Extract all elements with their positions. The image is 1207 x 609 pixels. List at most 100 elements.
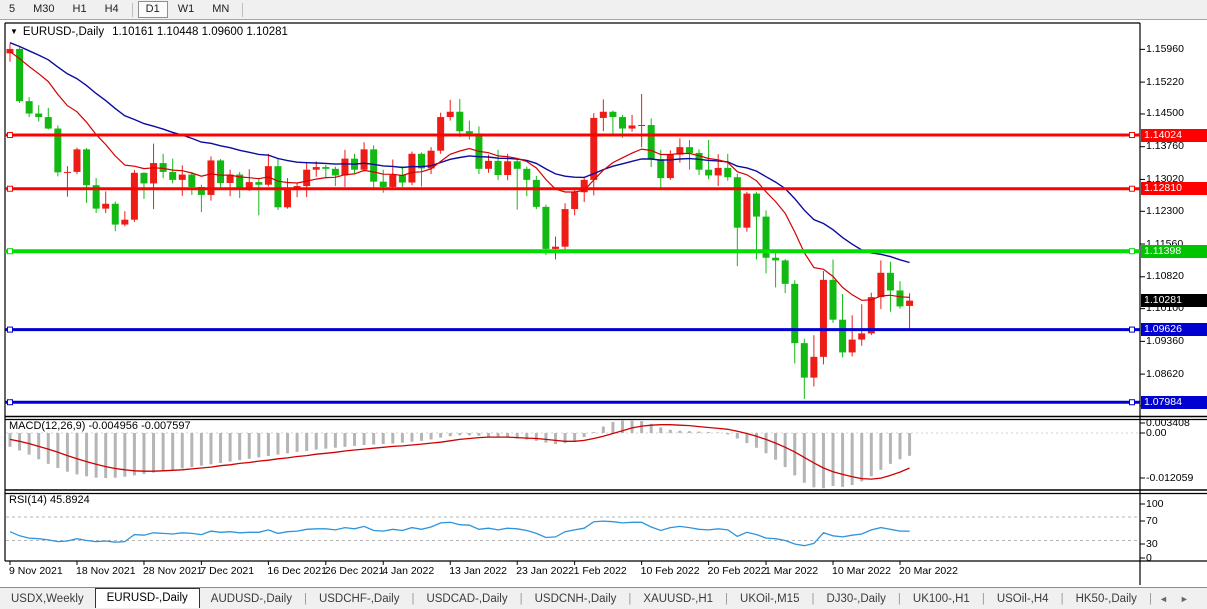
candle-body xyxy=(571,192,579,210)
rsi-line xyxy=(9,520,910,547)
candle-body xyxy=(236,174,244,188)
candle-body xyxy=(657,159,665,179)
chart-tab-usdchf-daily[interactable]: USDCHF-,Daily xyxy=(318,593,400,605)
candle-body xyxy=(762,216,770,258)
candle-body xyxy=(169,171,177,180)
chart-title: ▼ EURUSD-,Daily 1.10161 1.10448 1.09600 1.… xyxy=(10,26,288,38)
price-level-badge: 1.09626 xyxy=(1141,323,1207,337)
candle-body xyxy=(599,111,607,118)
candle-body xyxy=(274,166,282,208)
candle-body xyxy=(542,206,550,249)
candle-body xyxy=(886,272,894,291)
candle-body xyxy=(130,172,138,220)
candle-body xyxy=(44,117,52,129)
candle-body xyxy=(341,158,349,176)
candle-body xyxy=(35,113,43,118)
timeframe-button-5[interactable]: 5 xyxy=(9,3,16,15)
chart-tab-xauusd-h1[interactable]: XAUUSD-,H1 xyxy=(643,593,714,605)
candle-body xyxy=(25,101,33,114)
hline-handle[interactable] xyxy=(1129,185,1135,192)
candle-body xyxy=(331,168,339,176)
candle-body xyxy=(121,219,129,225)
scroll-right-arrow-icon[interactable]: ► xyxy=(1179,594,1189,604)
timeframe-button-mn[interactable]: MN xyxy=(212,3,230,15)
chart-tab-eurusd-daily[interactable]: EURUSD-,Daily xyxy=(94,588,200,608)
hline-handle[interactable] xyxy=(1129,399,1135,406)
date-tick-label: 23 Jan 2022 xyxy=(516,565,575,577)
candle-body xyxy=(705,169,713,176)
candle-body xyxy=(255,182,263,185)
rsi-axis-label: 30 xyxy=(1146,537,1158,550)
candle-body xyxy=(724,167,732,178)
candle-body xyxy=(609,111,617,118)
date-tick-label: 13 Jan 2022 xyxy=(449,565,508,577)
timeframe-button-h1[interactable]: H1 xyxy=(72,3,87,15)
tab-separator: | xyxy=(981,593,985,605)
candle-body xyxy=(628,125,636,129)
candle-body xyxy=(111,203,119,225)
timeframe-button-m30[interactable]: M30 xyxy=(33,3,55,15)
candle-body xyxy=(16,48,24,102)
candle-body xyxy=(666,154,674,179)
candle-body xyxy=(580,179,588,193)
macd-signal-line xyxy=(9,424,910,480)
collapse-triangle-icon[interactable]: ▼ xyxy=(10,27,18,36)
price-tick-label: 1.15220 xyxy=(1146,75,1184,88)
candle-body xyxy=(819,279,827,357)
hline-handle[interactable] xyxy=(1129,132,1135,139)
date-tick-label: 20 Mar 2022 xyxy=(899,565,958,577)
candle-body xyxy=(284,190,292,208)
chart-tab-usdcad-daily[interactable]: USDCAD-,Daily xyxy=(426,593,508,605)
timeframe-button-h4[interactable]: H4 xyxy=(104,3,119,15)
hline-handle[interactable] xyxy=(7,185,13,192)
candle-body xyxy=(685,147,693,153)
hline-handle[interactable] xyxy=(7,248,13,255)
hline-handle[interactable] xyxy=(1129,248,1135,255)
candle-body xyxy=(791,283,799,344)
candle-body xyxy=(532,179,540,207)
timeframe-toolbar: 5 M30 H1 H4 D1 W1 MN xyxy=(0,0,1207,20)
price-level-badge: 1.07984 xyxy=(1141,395,1207,409)
candle-body xyxy=(92,185,100,209)
chart-tab-usdx-weekly[interactable]: USDX,Weekly xyxy=(11,593,84,605)
rsi-axis-label: 70 xyxy=(1146,514,1158,527)
candle-body xyxy=(752,193,760,217)
chart-tab-usoil-h4[interactable]: USOil-,H4 xyxy=(996,593,1049,605)
candle-body xyxy=(504,161,512,176)
chart-tab-ukoil-m15[interactable]: UKOil-,M15 xyxy=(740,593,800,605)
chart-tab-hk50-daily[interactable]: HK50-,Daily xyxy=(1075,593,1137,605)
chart-tab-usdcnh-daily[interactable]: USDCNH-,Daily xyxy=(534,593,617,605)
symbol-tabbar: USDX,Weekly EURUSD-,Daily AUDUSD-,Daily | US… xyxy=(0,587,1207,609)
hline-handle[interactable] xyxy=(7,132,13,139)
candle-body xyxy=(6,48,14,54)
hline-handle[interactable] xyxy=(7,326,13,333)
chart-tab-dj30-daily[interactable]: DJ30-,Daily xyxy=(826,593,886,605)
tab-separator: | xyxy=(628,593,632,605)
candle-body xyxy=(217,160,225,183)
candle-body xyxy=(800,343,808,378)
date-tick-label: 18 Nov 2021 xyxy=(75,565,136,577)
timeframe-button-w1[interactable]: W1 xyxy=(177,3,195,15)
current-price-badge: 1.10281 xyxy=(1141,294,1207,308)
chart-tab-uk100-h1[interactable]: UK100-,H1 xyxy=(912,593,970,605)
date-tick-label: 20 Feb 2022 xyxy=(707,565,767,577)
chart-tab-audusd-daily[interactable]: AUDUSD-,Daily xyxy=(210,593,292,605)
candle-body xyxy=(207,160,215,195)
candle-body xyxy=(848,339,856,353)
candle-body xyxy=(54,128,62,173)
date-tick-label: 16 Dec 2021 xyxy=(267,565,327,577)
hline-handle[interactable] xyxy=(7,399,13,406)
date-tick-label: 1 Feb 2022 xyxy=(573,565,627,577)
candle-body xyxy=(743,193,751,228)
candle-body xyxy=(618,117,626,129)
hline-handle[interactable] xyxy=(1129,326,1135,333)
candle-body xyxy=(714,167,722,176)
scroll-left-arrow-icon[interactable]: ◄ xyxy=(1158,594,1168,604)
price-level-badge: 1.14024 xyxy=(1141,128,1207,142)
tab-separator: | xyxy=(897,593,901,605)
candle-body xyxy=(647,125,655,160)
rsi-indicator-label: RSI(14) 45.8924 xyxy=(9,494,90,506)
timeframe-button-d1[interactable]: D1 xyxy=(137,1,168,18)
